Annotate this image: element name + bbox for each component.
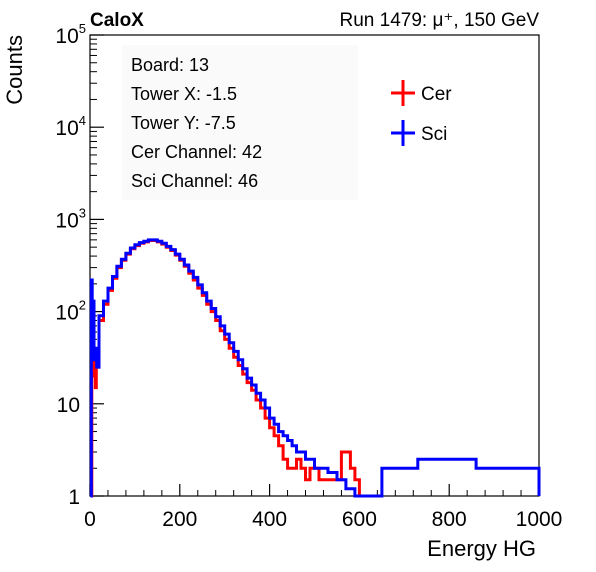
x-tick-label: 200	[162, 508, 197, 531]
y-tick-label: 104	[55, 113, 86, 140]
info-line: Sci Channel: 46	[131, 171, 258, 191]
info-line: Tower X: -1.5	[131, 84, 237, 104]
y-tick-label: 102	[55, 298, 86, 325]
data-series	[89, 238, 541, 498]
legend-label-sci: Sci	[421, 124, 447, 145]
info-line: Tower Y: -7.5	[131, 113, 236, 133]
y-tick-label: 1	[68, 486, 80, 509]
header-right: Run 1479: μ⁺, 150 GeV	[340, 10, 540, 31]
series-sci-line	[89, 238, 541, 498]
y-tick-label: 105	[55, 21, 86, 48]
info-line: Cer Channel: 42	[131, 142, 262, 162]
x-axis: 0 200 400 600 800 1000	[84, 484, 562, 531]
x-tick-label: 800	[432, 508, 467, 531]
y-axis-label: Counts	[2, 35, 27, 105]
info-line: Board: 13	[131, 55, 209, 75]
x-tick-label: 400	[252, 508, 287, 531]
y-tick-label: 10	[57, 394, 80, 417]
info-box-background	[122, 45, 358, 200]
series-cer-line	[90, 239, 361, 498]
header-left: CaloX	[90, 10, 144, 31]
legend: Cer Sci	[391, 80, 452, 146]
y-tick-label: 103	[55, 205, 86, 232]
x-tick-label: 0	[84, 508, 96, 531]
x-tick-label: 600	[342, 508, 377, 531]
info-box: Board: 13 Tower X: -1.5 Tower Y: -7.5 Cer C…	[122, 45, 358, 200]
y-axis: 1 10 102 103 104 105	[55, 21, 104, 509]
legend-label-cer: Cer	[421, 84, 452, 105]
plot-frame	[89, 34, 540, 497]
x-tick-label: 1000	[516, 508, 563, 531]
x-axis-label: Energy HG	[427, 536, 536, 561]
